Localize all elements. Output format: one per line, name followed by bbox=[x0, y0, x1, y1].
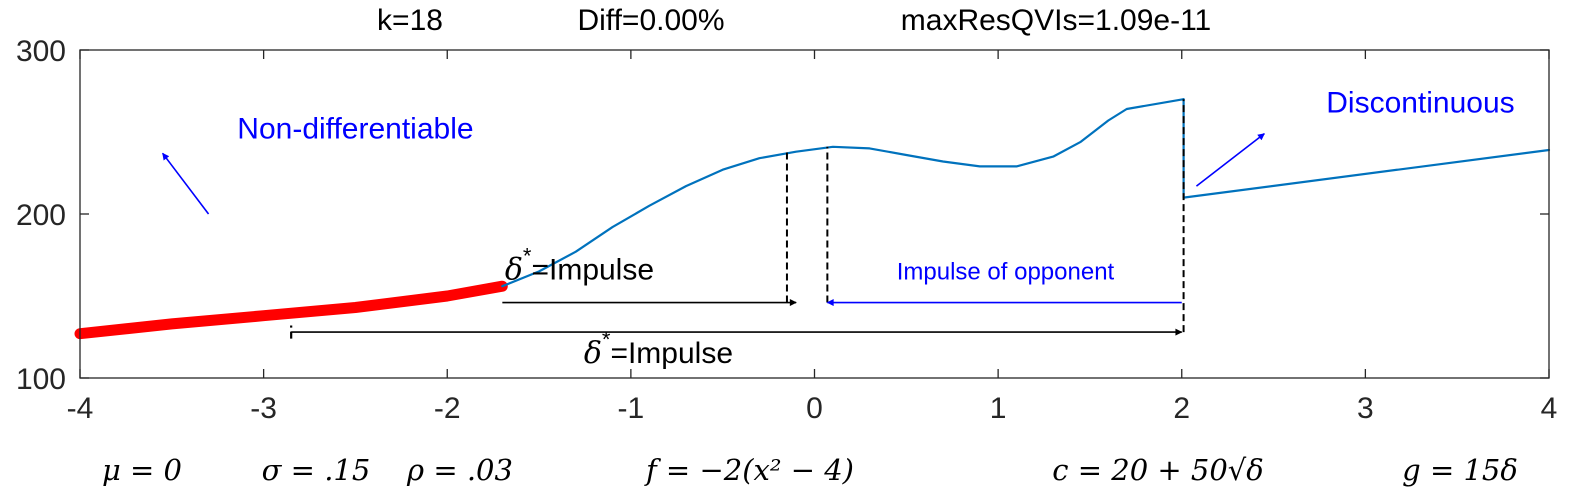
x-tick-label: 0 bbox=[806, 392, 823, 425]
plot-marks bbox=[74, 98, 1551, 340]
axis-ticks: -4 -3 -2 -1 0 1 2 3 4 100 200 300 bbox=[16, 35, 1557, 425]
y-tick-label: 300 bbox=[16, 35, 66, 68]
parameter-row: μ = 0 σ = .15 ρ = .03 f = −2(x² − 4) c = 20 … bbox=[102, 453, 1518, 487]
title-part-0: k=18 bbox=[377, 4, 443, 37]
parameter-label: ρ = .03 bbox=[406, 453, 513, 487]
x-tick-label: 2 bbox=[1173, 392, 1190, 425]
parameter-label: g = 15δ bbox=[1402, 453, 1518, 487]
x-tick-label: 3 bbox=[1357, 392, 1374, 425]
title-part-2: maxResQVIs=1.09e-11 bbox=[901, 4, 1211, 37]
x-tick-label: -2 bbox=[434, 392, 461, 425]
annotations: Non-differentiable Discontinuous Impulse o… bbox=[161, 86, 1515, 371]
series-line-3 bbox=[1182, 148, 1551, 199]
x-tick-label: 4 bbox=[1541, 392, 1558, 425]
parameter-label: σ = .15 bbox=[262, 453, 371, 487]
chart-title: k=18 Diff=0.00% maxResQVIs=1.09e-11 bbox=[377, 4, 1211, 37]
x-tick-label: -1 bbox=[618, 392, 645, 425]
series-line-1 bbox=[501, 98, 1185, 288]
annotation-label: Non-differentiable bbox=[237, 113, 473, 146]
annotation-arrow bbox=[161, 152, 210, 215]
series-highlight-segment bbox=[74, 280, 508, 340]
title-part-1: Diff=0.00% bbox=[577, 4, 724, 37]
x-tick-label: 1 bbox=[990, 392, 1007, 425]
y-tick-label: 100 bbox=[16, 363, 66, 396]
parameter-label: μ = 0 bbox=[102, 453, 182, 487]
y-tick-label: 200 bbox=[16, 199, 66, 232]
x-tick-label: -4 bbox=[67, 392, 94, 425]
parameter-label: f = −2(x² − 4) bbox=[644, 453, 854, 487]
annotation-label: Impulse of opponent bbox=[897, 259, 1115, 286]
annotation-label: Discontinuous bbox=[1326, 86, 1514, 119]
annotation-delta-impulse: δ*=Impulse bbox=[505, 244, 654, 288]
parameter-label: c = 20 + 50√δ bbox=[1052, 453, 1263, 487]
annotation-delta-impulse: δ*=Impulse bbox=[584, 327, 733, 371]
annotation-arrow bbox=[1195, 133, 1265, 187]
x-tick-label: -3 bbox=[250, 392, 277, 425]
